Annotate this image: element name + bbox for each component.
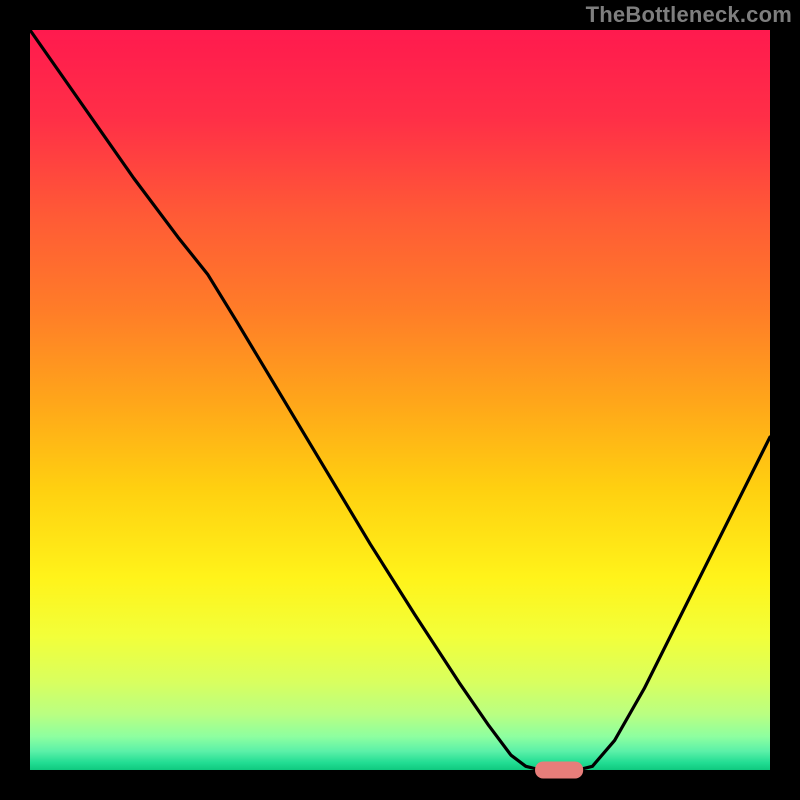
watermark-text: TheBottleneck.com (586, 2, 792, 28)
chart-stage: TheBottleneck.com (0, 0, 800, 800)
bottleneck-chart (0, 0, 800, 800)
optimal-marker-pill (535, 761, 583, 778)
